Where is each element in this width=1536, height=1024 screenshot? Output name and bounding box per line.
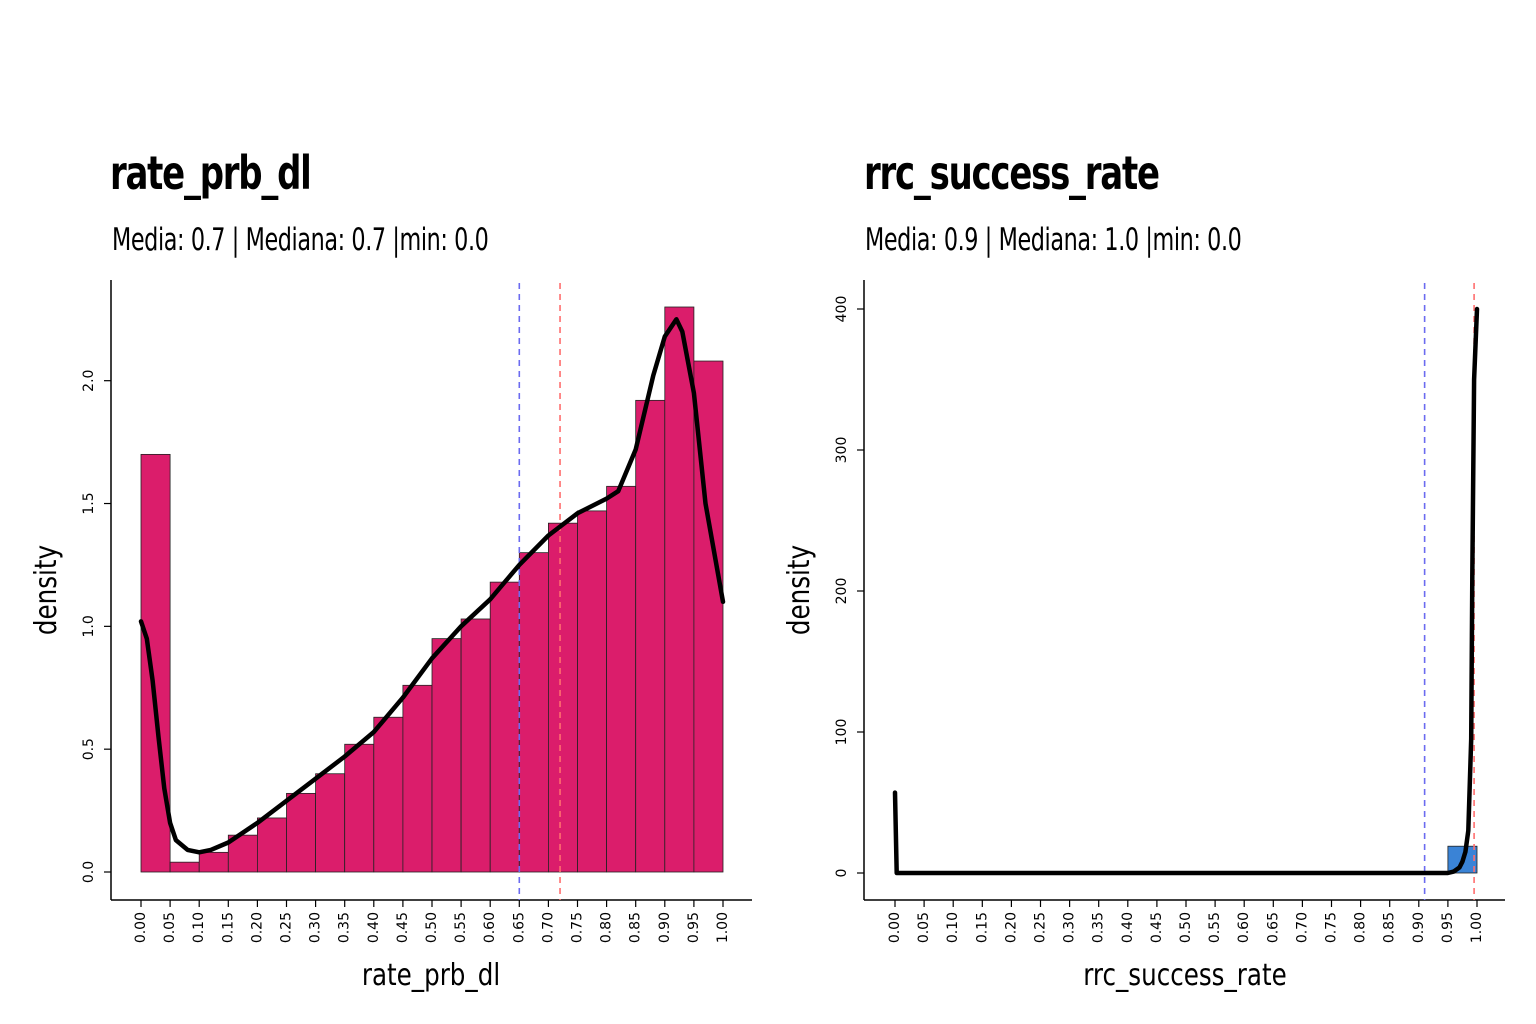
histogram-bar [169, 861, 200, 873]
y-tick-label: 1.5 [81, 492, 97, 514]
x-tick-label: 0.65 [1265, 912, 1281, 943]
y-axis-label: density [783, 545, 817, 635]
x-tick-label: 0.65 [511, 912, 527, 943]
histogram-bar [286, 792, 317, 873]
histogram-bar [373, 716, 404, 873]
histogram-bar [606, 485, 637, 873]
x-tick-label: 0.50 [1178, 912, 1194, 943]
x-tick-label: 0.50 [424, 912, 440, 943]
x-tick-label: 0.90 [657, 912, 673, 943]
density-curve [892, 306, 1480, 876]
y-tick-label: 100 [834, 719, 850, 746]
x-tick-label: 0.75 [1324, 912, 1340, 943]
x-tick-label: 0.30 [1062, 912, 1078, 943]
x-tick-label: 0.70 [1294, 912, 1310, 943]
histogram-bar [664, 306, 695, 873]
y-tick-label: 200 [834, 578, 850, 605]
histogram-bar [518, 552, 549, 873]
y-tick-label: 1.0 [81, 615, 97, 637]
x-tick-label: 0.10 [191, 912, 207, 943]
x-tick-label: 0.55 [453, 912, 469, 943]
y-tick-label: 2.0 [81, 370, 97, 392]
y-tick-label: 300 [834, 437, 850, 464]
histogram-bar [635, 399, 666, 873]
x-tick-label: 0.25 [1033, 912, 1049, 943]
x-tick-label: 0.25 [279, 912, 295, 943]
x-tick-label: 0.05 [916, 912, 932, 943]
x-tick-label: 0.85 [628, 912, 644, 943]
chart-subtitle: Media: 0.7 | Mediana: 0.7 |min: 0.0 [112, 222, 489, 258]
chart-subtitle: Media: 0.9 | Mediana: 1.0 |min: 0.0 [865, 222, 1242, 258]
histogram-bar [315, 773, 346, 873]
chart-title: rate_prb_dl [110, 146, 312, 200]
histogram-bar [344, 743, 375, 873]
x-tick-label: 1.00 [1469, 912, 1485, 943]
x-tick-label: 0.45 [395, 912, 411, 943]
y-tick-label: 0.0 [81, 861, 97, 883]
x-tick-label: 0.30 [308, 912, 324, 943]
x-tick-label: 0.40 [1120, 912, 1136, 943]
density-curve [138, 317, 726, 855]
histogram-bar [548, 522, 578, 873]
histogram-bar [198, 851, 229, 873]
x-tick-label: 0.80 [1353, 912, 1369, 943]
histogram-plot: 0.00 0.05 0.10 0.15 0.20 0.25 0.30 0.35 0.40 0.45… [30, 280, 752, 993]
x-tick-label: 0.75 [570, 912, 586, 943]
x-tick-label: 0.60 [482, 912, 498, 943]
x-tick-label: 0.60 [1236, 912, 1252, 943]
histogram-bar [577, 510, 608, 873]
x-tick-label: 0.80 [599, 912, 615, 943]
x-tick-label: 0.45 [1149, 912, 1165, 943]
x-tick-label: 0.00 [887, 912, 903, 943]
x-tick-label: 0.15 [220, 912, 236, 943]
x-tick-label: 0.70 [540, 912, 556, 943]
x-tick-label: 0.00 [133, 912, 149, 943]
histogram-bar [489, 581, 520, 873]
x-tick-label: 0.90 [1411, 912, 1427, 943]
x-tick-label: 0.20 [1003, 912, 1019, 943]
x-tick-label: 0.85 [1382, 912, 1398, 943]
y-tick-label: 0 [834, 869, 850, 878]
x-axis-label: rate_prb_dl [362, 959, 500, 993]
x-tick-label: 0.95 [1440, 912, 1456, 943]
chart-title: rrc_success_rate [864, 146, 1160, 200]
histogram-bar [402, 684, 433, 873]
histogram-plot: 0.00 0.05 0.10 0.15 0.20 0.25 0.30 0.35 0.40 0.45… [783, 280, 1505, 993]
y-tick-label: 400 [834, 296, 850, 323]
histogram-bar [431, 638, 462, 873]
x-axis-label: rrc_success_rate [1083, 959, 1287, 993]
x-tick-label: 0.55 [1207, 912, 1223, 943]
x-tick-label: 1.00 [715, 912, 731, 943]
x-tick-label: 0.35 [337, 912, 353, 943]
chart-panel-rrc-success-rate: rrc_success_rate Media: 0.9 | Mediana: 1… [768, 0, 1536, 1024]
x-tick-label: 0.35 [1091, 912, 1107, 943]
y-tick-label: 0.5 [81, 738, 97, 760]
chart-panel-rate-prb-dl: rate_prb_dl Media: 0.7 | Mediana: 0.7 |m… [30, 146, 752, 993]
x-tick-label: 0.05 [162, 912, 178, 943]
y-axis-label: density [30, 545, 64, 635]
x-tick-label: 0.10 [945, 912, 961, 943]
x-tick-label: 0.40 [366, 912, 382, 943]
x-tick-label: 0.95 [686, 912, 702, 943]
x-tick-label: 0.20 [249, 912, 265, 943]
x-tick-label: 0.15 [974, 912, 990, 943]
histogram-bar [460, 618, 491, 873]
histogram-bar [256, 817, 287, 873]
